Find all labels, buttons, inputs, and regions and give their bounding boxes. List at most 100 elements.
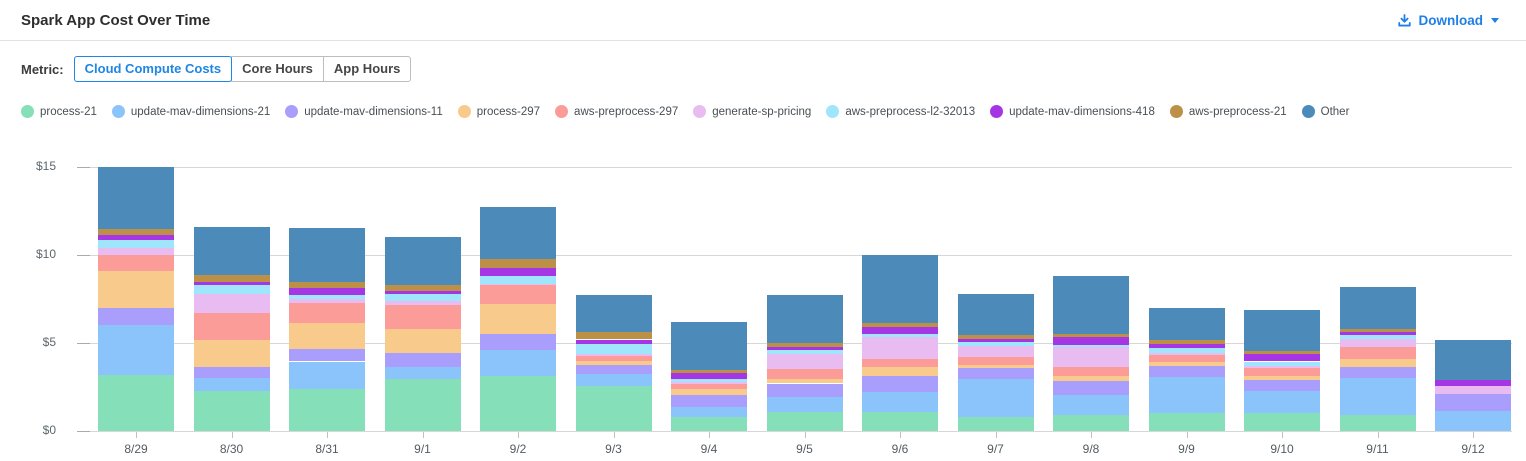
bar-segment-update-mav-dimensions-418[interactable]	[193, 282, 270, 285]
bar-segment-generate-sp-pricing[interactable]	[1339, 338, 1416, 348]
bar-segment-update-mav-dimensions-21[interactable]	[957, 379, 1034, 417]
bar-segment-aws-preprocess-21[interactable]	[766, 343, 843, 348]
bar-segment-process-297[interactable]	[384, 328, 461, 353]
bar-segment-process-21[interactable]	[957, 416, 1034, 431]
metric-option-core-hours[interactable]: Core Hours	[231, 56, 324, 82]
bar-segment-aws-preprocess-297[interactable]	[1339, 347, 1416, 359]
bar-segment-aws-preprocess-21[interactable]	[575, 332, 652, 340]
bar-segment-update-mav-dimensions-418[interactable]	[289, 287, 365, 295]
bar-segment-update-mav-dimensions-21[interactable]	[480, 350, 556, 376]
legend-item-generate-sp-pricing[interactable]: generate-sp-pricing	[693, 105, 811, 118]
bar-segment-process-297[interactable]	[957, 365, 1034, 368]
bar-segment-generate-sp-pricing[interactable]	[1435, 386, 1511, 395]
bar-segment-generate-sp-pricing[interactable]	[480, 284, 556, 285]
bar-9-1[interactable]	[384, 152, 461, 431]
bar-9-4[interactable]	[671, 152, 747, 431]
legend-item-process-297[interactable]: process-297	[457, 105, 540, 118]
bar-segment-process-21[interactable]	[862, 411, 938, 431]
bar-segment-update-mav-dimensions-418[interactable]	[1339, 332, 1416, 336]
bar-segment-update-mav-dimensions-21[interactable]	[1244, 391, 1320, 413]
bar-segment-update-mav-dimensions-11[interactable]	[1244, 379, 1320, 392]
bar-segment-aws-preprocess-21[interactable]	[671, 370, 747, 373]
bar-segment-aws-preprocess-l2-32013[interactable]	[1244, 361, 1320, 366]
bar-segment-update-mav-dimensions-21[interactable]	[289, 361, 365, 389]
bar-segment-process-21[interactable]	[1339, 415, 1416, 431]
bar-8-31[interactable]	[289, 152, 365, 431]
bar-segment-update-mav-dimensions-11[interactable]	[766, 383, 843, 397]
bar-segment-update-mav-dimensions-418[interactable]	[1148, 343, 1225, 349]
bar-8-29[interactable]	[98, 152, 174, 431]
bar-segment-aws-preprocess-21[interactable]	[98, 228, 174, 235]
bar-segment-aws-preprocess-21[interactable]	[480, 259, 556, 269]
bar-segment-update-mav-dimensions-11[interactable]	[1339, 366, 1416, 379]
bar-segment-generate-sp-pricing[interactable]	[862, 336, 938, 359]
bar-segment-aws-preprocess-297[interactable]	[1053, 366, 1129, 376]
bar-segment-generate-sp-pricing[interactable]	[671, 381, 747, 385]
bar-segment-aws-preprocess-297[interactable]	[575, 356, 652, 361]
bar-segment-update-mav-dimensions-418[interactable]	[957, 338, 1034, 343]
bar-segment-aws-preprocess-21[interactable]	[193, 275, 270, 283]
metric-option-cloud-compute-costs[interactable]: Cloud Compute Costs	[73, 56, 233, 82]
bar-segment-process-297[interactable]	[1148, 362, 1225, 366]
bar-segment-generate-sp-pricing[interactable]	[1053, 346, 1129, 367]
bar-segment-process-21[interactable]	[193, 391, 270, 431]
bar-segment-update-mav-dimensions-11[interactable]	[384, 352, 461, 367]
bar-segment-update-mav-dimensions-21[interactable]	[1053, 394, 1129, 416]
bar-segment-other[interactable]	[289, 227, 365, 283]
bar-segment-aws-preprocess-297[interactable]	[384, 305, 461, 329]
bar-segment-process-297[interactable]	[575, 360, 652, 365]
bar-segment-other[interactable]	[957, 293, 1034, 336]
bar-segment-aws-preprocess-21[interactable]	[1148, 340, 1225, 344]
bar-segment-aws-preprocess-l2-32013[interactable]	[575, 343, 652, 354]
bar-segment-update-mav-dimensions-11[interactable]	[480, 334, 556, 351]
bar-segment-update-mav-dimensions-11[interactable]	[671, 394, 747, 408]
bar-segment-aws-preprocess-l2-32013[interactable]	[384, 293, 461, 301]
bar-segment-process-297[interactable]	[862, 366, 938, 377]
legend-item-update-mav-dimensions-21[interactable]: update-mav-dimensions-21	[111, 105, 270, 118]
bar-segment-process-21[interactable]	[766, 411, 843, 431]
bar-segment-process-297[interactable]	[766, 379, 843, 384]
bar-segment-update-mav-dimensions-11[interactable]	[289, 349, 365, 362]
legend-item-process-21[interactable]: process-21	[21, 105, 97, 118]
bar-segment-other[interactable]	[1148, 307, 1225, 341]
bar-segment-other[interactable]	[1435, 340, 1511, 380]
legend-item-aws-preprocess-21[interactable]: aws-preprocess-21	[1169, 105, 1287, 118]
bar-segment-aws-preprocess-l2-32013[interactable]	[1339, 335, 1416, 339]
bar-segment-aws-preprocess-297[interactable]	[671, 384, 747, 389]
bar-8-30[interactable]	[193, 152, 270, 431]
bar-segment-process-297[interactable]	[1244, 375, 1320, 380]
download-button[interactable]: Download	[1397, 13, 1499, 28]
bar-segment-process-297[interactable]	[1339, 358, 1416, 367]
bar-segment-other[interactable]	[384, 237, 461, 285]
bar-segment-update-mav-dimensions-21[interactable]	[862, 392, 938, 412]
bar-segment-update-mav-dimensions-21[interactable]	[1148, 377, 1225, 413]
bar-segment-update-mav-dimensions-418[interactable]	[480, 268, 556, 277]
bar-segment-update-mav-dimensions-418[interactable]	[1244, 354, 1320, 362]
bar-segment-aws-preprocess-l2-32013[interactable]	[862, 334, 938, 337]
bar-segment-generate-sp-pricing[interactable]	[575, 353, 652, 357]
bar-segment-update-mav-dimensions-11[interactable]	[575, 365, 652, 374]
bar-segment-process-21[interactable]	[1244, 412, 1320, 431]
bar-segment-aws-preprocess-21[interactable]	[289, 282, 365, 288]
bar-segment-update-mav-dimensions-21[interactable]	[1339, 378, 1416, 416]
bar-segment-aws-preprocess-297[interactable]	[1148, 355, 1225, 363]
bar-segment-update-mav-dimensions-21[interactable]	[1435, 410, 1511, 431]
bar-segment-update-mav-dimensions-418[interactable]	[862, 327, 938, 335]
bar-segment-aws-preprocess-21[interactable]	[862, 322, 938, 328]
bar-segment-aws-preprocess-297[interactable]	[766, 369, 843, 380]
bar-9-9[interactable]	[1148, 152, 1225, 431]
metric-option-app-hours[interactable]: App Hours	[322, 56, 412, 82]
bar-9-5[interactable]	[766, 152, 843, 431]
legend-item-aws-preprocess-l2-32013[interactable]: aws-preprocess-l2-32013	[826, 105, 975, 118]
bar-segment-process-21[interactable]	[384, 379, 461, 431]
bar-segment-update-mav-dimensions-21[interactable]	[384, 366, 461, 380]
bar-segment-aws-preprocess-l2-32013[interactable]	[766, 350, 843, 355]
bar-segment-aws-preprocess-21[interactable]	[384, 284, 461, 292]
bar-segment-aws-preprocess-l2-32013[interactable]	[1148, 348, 1225, 353]
bar-9-3[interactable]	[575, 152, 652, 431]
bar-segment-other[interactable]	[98, 167, 174, 229]
bar-segment-update-mav-dimensions-418[interactable]	[98, 234, 174, 241]
bar-segment-update-mav-dimensions-418[interactable]	[384, 291, 461, 294]
bar-segment-aws-preprocess-l2-32013[interactable]	[480, 276, 556, 285]
bar-segment-generate-sp-pricing[interactable]	[289, 299, 365, 303]
